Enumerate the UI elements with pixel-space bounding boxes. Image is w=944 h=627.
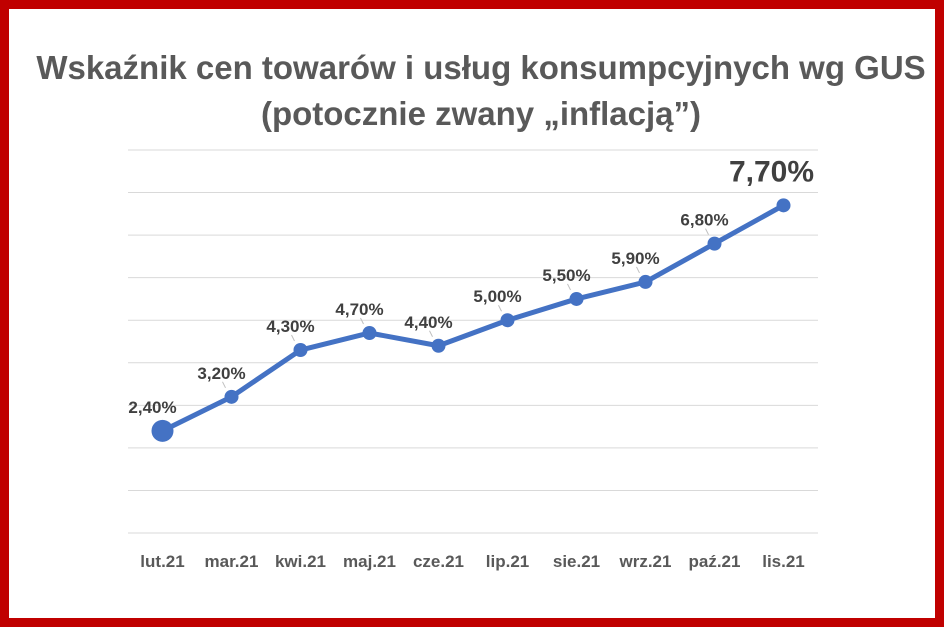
x-tick-label: paź.21	[689, 552, 741, 571]
data-label-highlight: 7,70%	[729, 155, 814, 188]
data-label: 3,20%	[197, 364, 245, 383]
x-tick-label: sie.21	[553, 552, 600, 571]
leader-line	[636, 266, 640, 274]
data-point	[224, 389, 239, 404]
chart-title: Wskaźnik cen towarów i usług konsumpcyjn…	[9, 45, 944, 137]
x-tick-label: maj.21	[343, 552, 396, 571]
x-tick-label: wrz.21	[619, 552, 672, 571]
data-point	[638, 274, 653, 289]
x-tick-label: lut.21	[140, 552, 184, 571]
x-tick-label: cze.21	[413, 552, 464, 571]
data-point	[500, 313, 515, 328]
data-label: 5,90%	[611, 249, 659, 268]
chart-title-line-1: Wskaźnik cen towarów i usług konsumpcyjn…	[36, 49, 926, 86]
leader-line	[291, 334, 295, 342]
leader-line	[567, 283, 571, 291]
data-label: 4,70%	[335, 300, 383, 319]
data-point	[776, 198, 791, 213]
data-point	[362, 325, 377, 340]
leader-line	[705, 228, 709, 235]
data-point	[569, 291, 584, 306]
data-point	[431, 338, 446, 353]
data-label: 4,40%	[404, 313, 452, 332]
data-label: 5,50%	[542, 266, 590, 285]
data-point	[707, 236, 722, 251]
chart-title-line-2: (potocznie zwany „inflacją”)	[260, 95, 702, 132]
x-tick-label: mar.21	[205, 552, 259, 571]
x-tick-label: lis.21	[762, 552, 805, 571]
data-label: 4,30%	[266, 317, 314, 336]
data-label: 2,40%	[128, 398, 176, 417]
x-tick-label: kwi.21	[275, 552, 326, 571]
series-line	[160, 202, 786, 434]
data-label: 5,00%	[473, 287, 521, 306]
leader-line	[429, 330, 433, 337]
x-tick-label: lip.21	[486, 552, 529, 571]
leader-line	[222, 381, 226, 389]
leader-line	[498, 304, 502, 312]
data-label: 6,80%	[680, 211, 728, 230]
data-point	[293, 343, 308, 358]
data-point	[151, 419, 174, 442]
leader-line	[360, 317, 364, 325]
